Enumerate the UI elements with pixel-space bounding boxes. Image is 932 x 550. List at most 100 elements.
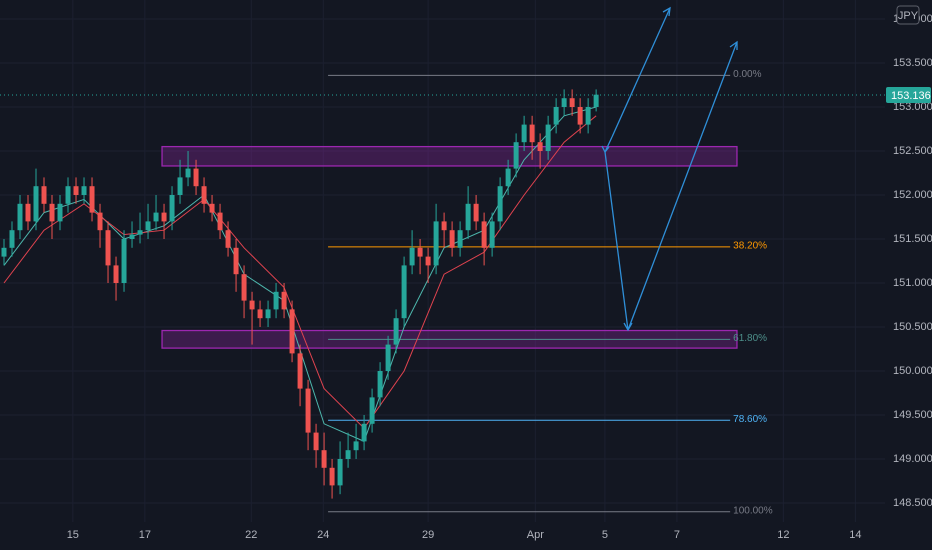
candle-body [393,318,399,345]
candle-body [241,274,247,301]
candle-body [441,221,447,231]
candle-body [177,177,183,196]
candle-body [489,221,495,248]
candle-body [401,265,407,319]
moving-average [3,115,597,429]
y-tick-label: 148.500 [893,497,932,509]
candle-body [297,353,303,389]
y-tick-label: 153.500 [893,57,932,69]
candle-body [257,309,263,319]
candle-body [121,239,127,283]
candle-body [505,168,511,187]
candle-body [369,397,375,424]
candle-body [129,234,135,240]
arrow-head [729,40,738,50]
candle-body [169,195,175,222]
y-tick-label: 149.000 [893,453,932,465]
candle-body [41,186,47,204]
candle-body [409,247,415,266]
arrow-head [623,322,633,332]
arrow-head [662,6,671,17]
candle-body [561,98,567,108]
candle-body [425,256,431,266]
currency: JPY [898,10,919,22]
projection-arrows [601,6,738,332]
x-tick-label: 29 [422,529,434,541]
candle-body [377,370,383,398]
x-tick-label: 12 [777,529,789,541]
candle-body [449,230,455,248]
candle-body [457,230,463,248]
y-tick-label: 151.500 [893,233,932,245]
candle-body [465,203,471,231]
candle-body [57,203,63,222]
fib-label: 78.60% [733,414,767,425]
x-tick-label: 22 [245,529,257,541]
candle-body [553,107,559,125]
candle-body [113,265,119,283]
candle-body [273,291,279,310]
candle-body [33,186,39,222]
x-tick-label: 5 [602,529,608,541]
candle-body [145,221,151,231]
arrow-line [611,7,671,138]
candle-body [17,203,23,231]
candle-body [233,247,239,275]
y-tick-label: 151.000 [893,277,932,289]
candle-body [73,186,79,196]
candle-body [137,230,143,235]
fib-label: 0.00% [733,69,761,80]
candle-body [81,186,87,196]
plot [0,89,885,499]
x-tick-label: Apr [527,529,544,541]
y-tick-label: 153.000 [893,101,932,113]
y-tick-label: 152.500 [893,145,932,157]
candle-body [345,450,351,459]
candle-body [153,212,159,222]
candle-body [321,450,327,468]
candle-body [217,212,223,231]
candle-body [385,344,391,371]
candle-body [185,168,191,178]
x-tick-label: 7 [674,529,680,541]
candle-body [473,203,479,222]
candle-body [433,221,439,266]
candle-body [201,186,207,204]
last-price-tag [886,87,931,104]
x-tick-label: 14 [849,529,861,541]
candle-body [305,388,311,433]
candle-body [25,203,31,222]
fib-label: 100.00% [733,505,773,516]
fib-label: 38.20% [733,241,767,252]
candle-body [105,230,111,266]
candle-body [49,203,55,222]
x-tick-label: 17 [139,529,151,541]
candle-body [353,441,359,451]
x-tick-label: 24 [317,529,329,541]
x-tick-label: 15 [67,529,79,541]
candle-body [265,309,271,319]
candle-body [329,467,335,486]
candle-body [417,247,423,257]
candle-body [313,432,319,451]
candle-body [337,458,343,486]
candle-body [529,124,535,143]
arrow-line [604,136,613,153]
candle-body [481,221,487,248]
candle-body [249,300,255,310]
candle-body [89,186,95,213]
y-tick-label: 149.500 [893,409,932,421]
candle-body [225,230,231,248]
candle-body [161,212,167,222]
candle-body [537,142,543,152]
currency-box [896,5,920,25]
y-tick-label: 152.000 [893,189,932,201]
candle-body [1,247,7,257]
grid [0,0,885,522]
candle-body [361,423,367,442]
candle-body [289,309,295,354]
zone [161,145,738,167]
candle-body [585,107,591,125]
